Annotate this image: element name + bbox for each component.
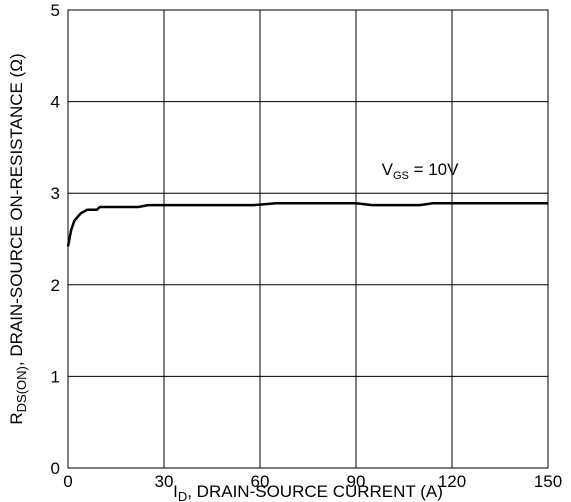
x-tick-label: 0 [63, 472, 72, 491]
y-tick-label: 4 [51, 93, 60, 112]
y-tick-label: 3 [51, 184, 60, 203]
plot-frame [67, 9, 549, 469]
annotation-main: V [382, 160, 394, 179]
xlabel-label: ID, DRAIN-SOURCE CURRENT (A) [173, 482, 443, 502]
y-tick-label: 2 [51, 276, 60, 295]
xlabel-sub: D [178, 489, 187, 502]
x-tick-label: 30 [155, 472, 174, 491]
x-tick-label: 150 [534, 472, 562, 491]
annotation-sub: GS [393, 170, 409, 182]
series-line [66, 202, 548, 247]
xlabel-main: I [173, 482, 178, 501]
x-tick-label: 60 [251, 472, 270, 491]
ylabel-rest: , DRAIN-SOURCE ON-RESISTANCE (Ω) [7, 53, 26, 366]
y-tick-label: 5 [51, 1, 60, 20]
y-tick-label: 1 [51, 367, 60, 386]
xlabel-rest: , DRAIN-SOURCE CURRENT (A) [187, 482, 443, 501]
ylabel-label: RDS(ON), DRAIN-SOURCE ON-RESISTANCE (Ω) [7, 53, 29, 424]
annotation-label: VGS = 10V [382, 160, 460, 182]
x-tick-label: 90 [347, 472, 366, 491]
x-tick-label: 120 [438, 472, 466, 491]
ylabel-sub: DS(ON) [14, 366, 29, 412]
annotation-rest: = 10V [409, 160, 459, 179]
y-tick-label: 0 [51, 459, 60, 478]
ylabel-main: R [7, 412, 26, 424]
